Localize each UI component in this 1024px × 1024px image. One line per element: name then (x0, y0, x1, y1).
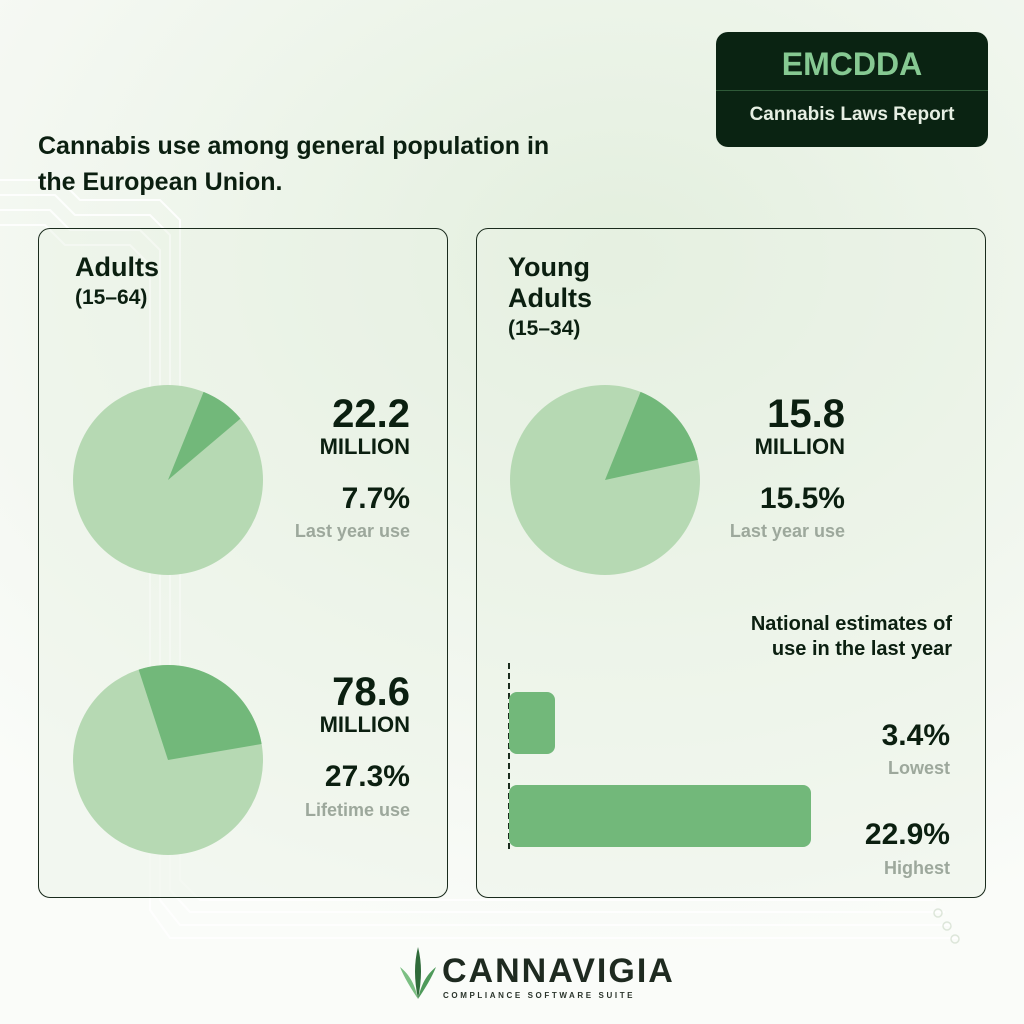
young-adults-unit: MILLION (754, 434, 845, 459)
pie-slice-last-year-young-adults (605, 391, 698, 480)
highest-value: 22.9% (864, 818, 950, 851)
badge-title: EMCDDA (781, 46, 923, 82)
adults-title: Adults (75, 252, 159, 282)
national-estimates-title-line2: use in the last year (771, 638, 952, 660)
adults-last-year-pie (73, 385, 263, 575)
logo-tagline: COMPLIANCE SOFTWARE SUITE (443, 991, 636, 1000)
adults-last-year-value: 22.2 (332, 392, 410, 436)
national-estimates-title-line1: National estimates of (750, 613, 952, 635)
young-adults-percent: 15.5% (759, 482, 845, 515)
adults-last-year-unit: MILLION (319, 434, 410, 459)
adults-lifetime-pie (73, 665, 263, 855)
lowest-label: Lowest (887, 758, 950, 778)
young-adults-age-range: (15–34) (508, 317, 581, 340)
highest-label: Highest (883, 858, 950, 878)
young-adults-title-line1: Young (508, 252, 590, 282)
adults-age-range: (15–64) (75, 286, 148, 309)
young-adults-caption: Last year use (729, 521, 845, 541)
adults-last-year-percent: 7.7% (341, 482, 410, 515)
logo-wordmark: CANNAVIGIA (442, 952, 675, 990)
pie-slice-last-year-adults (168, 391, 241, 480)
bar-highest (509, 785, 811, 847)
young-adults-value: 15.8 (767, 392, 845, 436)
young-adults-title-line2: Adults (508, 283, 592, 313)
bar-lowest (509, 692, 555, 754)
badge-subtitle: Cannabis Laws Report (749, 104, 955, 125)
page-title: Cannabis use among general population in… (38, 132, 550, 196)
pie-slice-lifetime-adults (138, 665, 262, 760)
adults-lifetime-caption: Lifetime use (304, 800, 410, 820)
lowest-value: 3.4% (881, 719, 950, 752)
badge-divider (716, 90, 988, 91)
report-badge: EMCDDA Cannabis Laws Report (716, 32, 988, 147)
bar-baseline (508, 663, 510, 849)
adults-lifetime-unit: MILLION (319, 712, 410, 737)
adults-lifetime-percent: 27.3% (324, 760, 410, 793)
adults-last-year-caption: Last year use (294, 521, 410, 541)
young-adults-last-year-pie (510, 385, 700, 575)
cannabis-leaf-icon (400, 947, 436, 999)
adults-lifetime-value: 78.6 (332, 670, 410, 714)
